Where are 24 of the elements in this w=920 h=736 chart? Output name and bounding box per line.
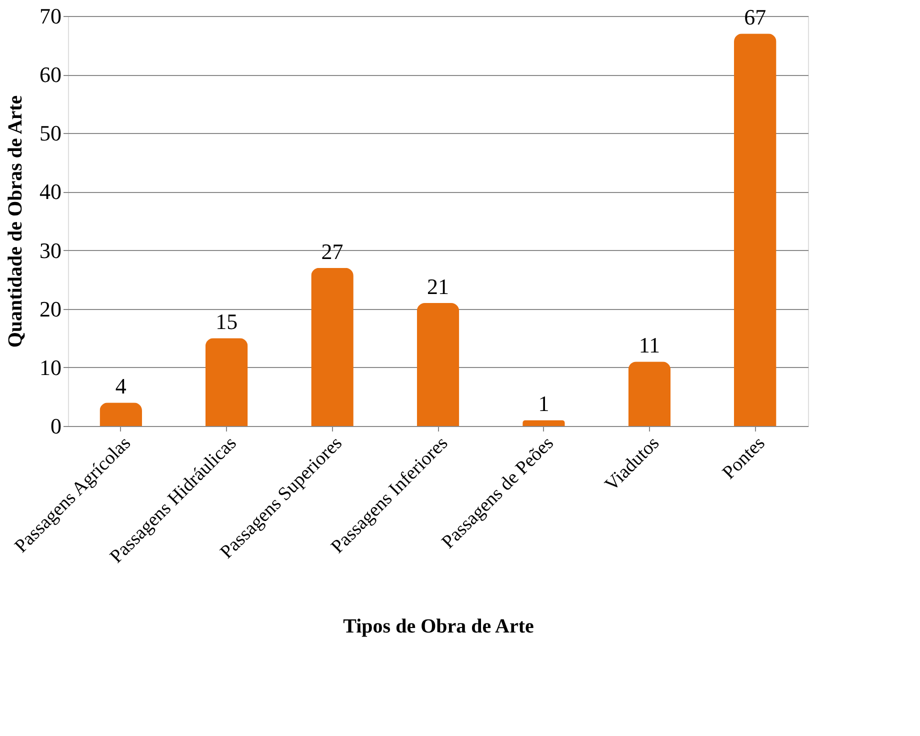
y-tick-label: 0 <box>50 414 62 438</box>
data-label: 4 <box>115 374 126 399</box>
y-tick-label: 40 <box>40 179 62 204</box>
data-label: 1 <box>538 391 550 416</box>
bar <box>522 420 565 426</box>
bar <box>416 303 460 426</box>
bar <box>628 362 671 426</box>
bar <box>205 338 248 426</box>
y-axis-title: Quantidade de Obras de Arte <box>4 95 26 348</box>
y-tick-label: 30 <box>40 238 62 263</box>
y-tick-label: 50 <box>40 120 62 146</box>
data-label: 27 <box>321 238 344 264</box>
y-tick-label: 70 <box>40 4 62 28</box>
data-label: 15 <box>216 309 238 334</box>
bar <box>311 268 354 426</box>
y-tick-label: 60 <box>40 62 62 88</box>
bar <box>100 402 142 426</box>
data-label: 11 <box>638 332 660 358</box>
data-label: 21 <box>427 274 449 299</box>
bar <box>734 34 776 426</box>
y-tick-label: 10 <box>40 354 62 380</box>
x-axis-title: Tipos de Obra de Arte <box>343 616 534 638</box>
y-tick-label: 20 <box>40 296 62 322</box>
data-label: 67 <box>744 4 766 30</box>
